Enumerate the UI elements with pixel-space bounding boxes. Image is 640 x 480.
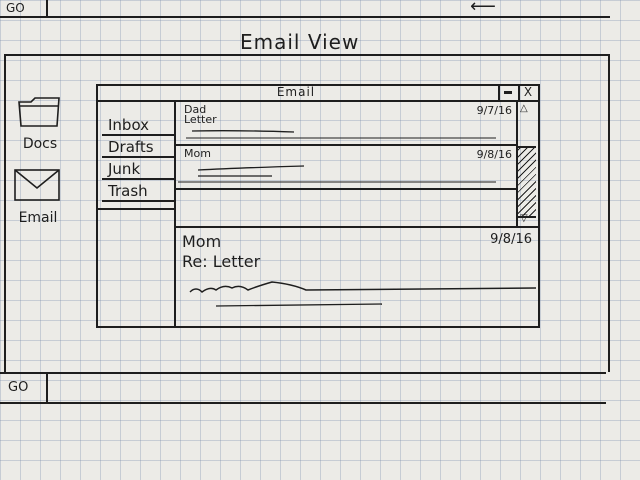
window-titlebar[interactable]: Email X (98, 85, 538, 102)
preview-from: Mom (182, 232, 222, 251)
message-list-scrollbar[interactable]: △ ▽ (516, 102, 536, 226)
bottom-go-button[interactable]: GO (0, 374, 48, 402)
folder-junk[interactable]: Junk (102, 158, 176, 180)
desktop-icon-label: Email (18, 210, 58, 226)
desktop-icon-docs[interactable]: Docs (10, 96, 70, 152)
email-window: Email X Inbox Drafts Junk Trash Dad Lett… (96, 84, 540, 328)
desktop-icon-label: Docs (22, 136, 58, 152)
folder-drafts[interactable]: Drafts (102, 136, 176, 158)
message-snippet-scribble (186, 130, 496, 139)
top-taskbar: GO ⟵ (0, 0, 610, 18)
page-title: Email View (240, 30, 360, 54)
preview-body-scribble (189, 281, 537, 307)
scrollbar-thumb[interactable] (518, 146, 536, 218)
message-row[interactable]: Dad Letter 9/7/16 (176, 102, 516, 146)
message-date: 9/8/16 (476, 148, 512, 161)
desktop-icon-email[interactable]: Email (8, 166, 68, 226)
bottom-taskbar: GO (0, 372, 606, 404)
message-row[interactable]: Mom 9/8/16 (176, 146, 516, 190)
folder-inbox[interactable]: Inbox (102, 114, 176, 136)
message-subject: Letter (184, 113, 217, 126)
folder-trash[interactable]: Trash (102, 180, 176, 202)
folder-icon (18, 97, 60, 127)
folder-pane: Inbox Drafts Junk Trash (98, 102, 176, 326)
close-button[interactable]: X (518, 86, 536, 100)
preview-date: 9/8/16 (490, 232, 532, 247)
message-preview-pane: Mom Re: Letter 9/8/16 (176, 226, 538, 326)
folder-divider (98, 208, 176, 210)
window-title: Email (276, 85, 316, 99)
envelope-icon (14, 169, 60, 201)
message-from: Dad (184, 103, 207, 116)
message-snippet-scribble (178, 165, 496, 183)
desktop-area (4, 54, 610, 372)
scroll-down-arrow-icon[interactable]: ▽ (520, 213, 528, 224)
minimize-button[interactable] (498, 86, 516, 100)
preview-subject: Re: Letter (182, 252, 261, 271)
message-from: Mom (184, 147, 211, 160)
scroll-up-arrow-icon[interactable]: △ (520, 103, 528, 114)
message-list: Dad Letter 9/7/16 Mom 9/8/16 (176, 102, 516, 226)
top-go-button[interactable]: GO (0, 0, 48, 16)
back-arrow-icon[interactable]: ⟵ (470, 0, 496, 17)
message-date: 9/7/16 (476, 104, 512, 117)
